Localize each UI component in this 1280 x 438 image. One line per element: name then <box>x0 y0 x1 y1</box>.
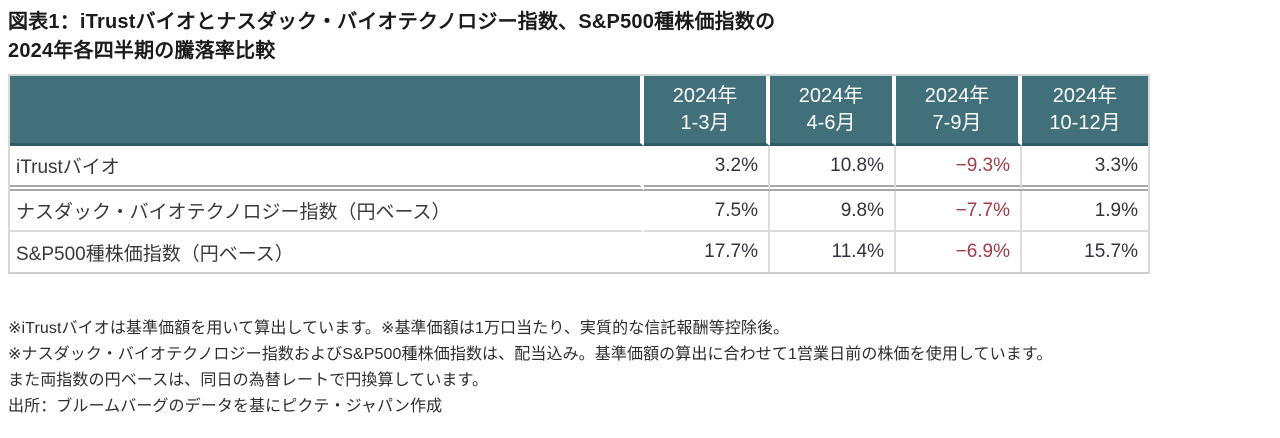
footnote-line1: ※iTrustバイオは基準価額を用いて算出しています。※基準価額は1万口当たり、… <box>8 320 790 337</box>
table-row: S&P500種株価指数（円ベース） 17.7% 11.4% −6.9% 15.7% <box>10 232 1148 272</box>
footnote-source: 出所：ブルームバーグのデータを基にピクテ・ジャパン作成 <box>8 398 443 415</box>
value-cell: 17.7% <box>644 232 770 272</box>
table-row: iTrustバイオ 3.2% 10.8% −9.3% 3.3% <box>10 146 1148 191</box>
row-label: S&P500種株価指数（円ベース） <box>10 232 644 272</box>
header-q2-year: 2024年 <box>798 84 864 107</box>
footnote-line2: ※ナスダック・バイオテクノロジー指数およびS&P500種株価指数は、配当込み。基… <box>8 346 1053 363</box>
value-cell: 15.7% <box>1022 232 1148 272</box>
header-2024-q2: 2024年 4-6月 <box>770 76 896 146</box>
value-cell: −9.3% <box>896 146 1022 191</box>
value-cell: 9.8% <box>770 191 896 232</box>
header-2024-q3: 2024年 7-9月 <box>896 76 1022 146</box>
header-q3-months: 7-9月 <box>932 111 982 134</box>
header-q4-months: 10-12月 <box>1049 111 1121 134</box>
header-2024-q4: 2024年 10-12月 <box>1022 76 1148 146</box>
value-cell: 3.3% <box>1022 146 1148 191</box>
value-cell: 3.2% <box>644 146 770 191</box>
row-label: ナスダック・バイオテクノロジー指数（円ベース） <box>10 191 644 232</box>
header-q4-year: 2024年 <box>1052 84 1118 107</box>
header-corner-cell <box>10 76 644 146</box>
row-label: iTrustバイオ <box>10 146 644 191</box>
header-q1-year: 2024年 <box>672 84 738 107</box>
footnote-line3: また両指数の円ベースは、同日の為替レートで円換算しています。 <box>8 372 489 389</box>
value-cell: 1.9% <box>1022 191 1148 232</box>
figure-title-line2: 2024年各四半期の騰落率比較 <box>8 40 276 62</box>
figure-title-line1: 図表1：iTrustバイオとナスダック・バイオテクノロジー指数、S&P500種株… <box>8 11 776 33</box>
value-cell: −6.9% <box>896 232 1022 272</box>
figure-title: 図表1：iTrustバイオとナスダック・バイオテクノロジー指数、S&P500種株… <box>8 8 1272 66</box>
value-cell: 10.8% <box>770 146 896 191</box>
header-q1-months: 1-3月 <box>680 111 730 134</box>
value-cell: 11.4% <box>770 232 896 272</box>
header-q2-months: 4-6月 <box>806 111 856 134</box>
header-q3-year: 2024年 <box>924 84 990 107</box>
value-cell: 7.5% <box>644 191 770 232</box>
returns-table: 2024年 1-3月 2024年 4-6月 2024年 7-9月 2024年 10-12… <box>8 74 1150 274</box>
value-cell: −7.7% <box>896 191 1022 232</box>
table-body: iTrustバイオ 3.2% 10.8% −9.3% 3.3% ナスダック・バイオテクノロ… <box>10 146 1148 272</box>
footnotes: ※iTrustバイオは基準価額を用いて算出しています。※基準価額は1万口当たり、… <box>8 316 1272 420</box>
table-row: ナスダック・バイオテクノロジー指数（円ベース） 7.5% 9.8% −7.7% 1.9% <box>10 191 1148 232</box>
table-header-row: 2024年 1-3月 2024年 4-6月 2024年 7-9月 2024年 10-12… <box>10 76 1148 146</box>
header-2024-q1: 2024年 1-3月 <box>644 76 770 146</box>
